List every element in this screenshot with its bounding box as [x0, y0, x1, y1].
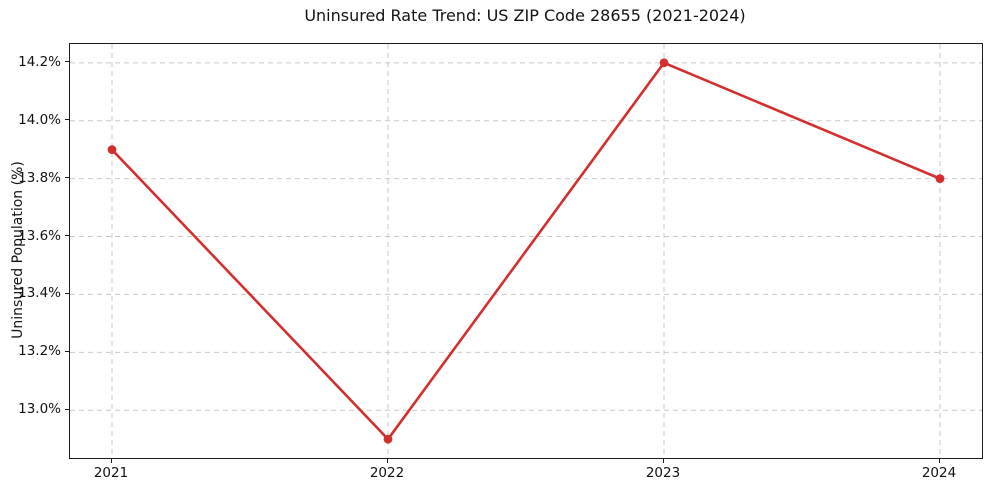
- y-tick-label: 13.4%: [18, 285, 61, 302]
- x-tick-mark: [110, 459, 112, 463]
- chart-title: Uninsured Rate Trend: US ZIP Code 28655 …: [304, 6, 746, 25]
- y-tick-mark: [65, 119, 69, 121]
- x-tick-label: 2022: [369, 465, 405, 481]
- x-tick-mark: [386, 459, 388, 463]
- plot-canvas: [70, 44, 982, 458]
- x-tick-mark: [662, 459, 664, 463]
- y-tick-mark: [65, 61, 69, 63]
- plot-area: [69, 43, 983, 459]
- y-tick-label: 13.8%: [18, 169, 61, 186]
- y-tick-mark: [65, 235, 69, 237]
- data-point-marker: [659, 58, 669, 68]
- data-point-marker: [935, 174, 945, 184]
- data-point-marker: [383, 434, 393, 444]
- x-tick-label: 2023: [645, 465, 681, 481]
- y-tick-label: 13.6%: [18, 227, 61, 244]
- y-tick-mark: [65, 408, 69, 410]
- x-tick-label: 2024: [921, 465, 957, 481]
- trend-line: [110, 61, 942, 441]
- x-tick-mark: [938, 459, 940, 463]
- y-tick-mark: [65, 177, 69, 179]
- x-tick-label: 2021: [93, 465, 129, 481]
- y-tick-mark: [65, 292, 69, 294]
- y-tick-label: 14.2%: [18, 53, 61, 70]
- y-tick-label: 13.2%: [18, 343, 61, 360]
- y-tick-label: 13.0%: [18, 401, 61, 418]
- data-point-marker: [107, 145, 117, 155]
- y-tick-mark: [65, 350, 69, 352]
- y-tick-label: 14.0%: [18, 111, 61, 128]
